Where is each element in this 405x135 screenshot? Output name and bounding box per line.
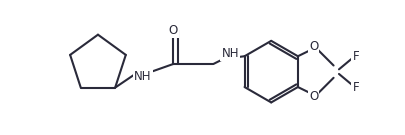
Text: NH: NH: [221, 47, 239, 60]
Text: O: O: [168, 24, 178, 37]
Text: F: F: [352, 81, 358, 94]
Text: NH: NH: [134, 70, 151, 83]
Text: F: F: [352, 50, 358, 63]
Text: O: O: [308, 90, 318, 103]
Text: O: O: [308, 40, 318, 53]
